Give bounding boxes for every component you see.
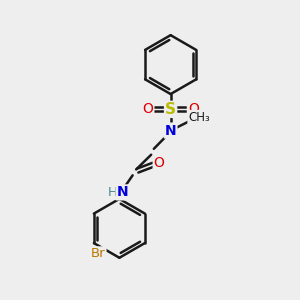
Text: H: H (107, 186, 117, 199)
Text: O: O (142, 102, 153, 116)
Text: CH₃: CH₃ (188, 111, 210, 124)
Text: N: N (165, 124, 176, 138)
Text: O: O (154, 156, 165, 170)
Text: Br: Br (91, 247, 106, 260)
Text: S: S (165, 102, 176, 117)
Text: N: N (116, 185, 128, 200)
Text: O: O (188, 102, 199, 116)
